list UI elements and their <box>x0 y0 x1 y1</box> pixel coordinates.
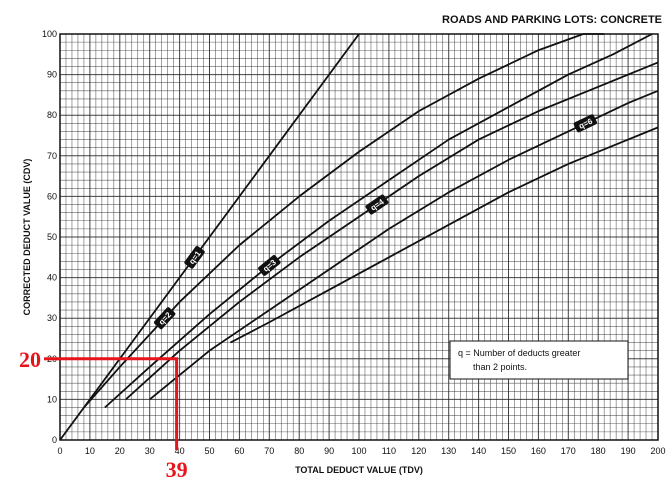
x-tick-label: 50 <box>204 446 214 456</box>
x-tick-label: 160 <box>531 446 546 456</box>
x-tick-label: 170 <box>561 446 576 456</box>
grid <box>59 33 659 441</box>
curve-label-bg <box>153 307 176 330</box>
curve-label-bg <box>184 245 205 269</box>
x-tick-label: 90 <box>324 446 334 456</box>
y-tick-label: 100 <box>42 29 57 39</box>
x-tick-label: 80 <box>294 446 304 456</box>
x-tick-label: 190 <box>621 446 636 456</box>
curve-label-bg <box>573 114 598 133</box>
y-tick-label: 70 <box>47 151 57 161</box>
legend: q = Number of deducts greater than 2 poi… <box>449 340 629 380</box>
legend-text-line-1: q = Number of deducts greater <box>458 348 580 358</box>
x-tick-label: 120 <box>411 446 426 456</box>
x-tick-label: 0 <box>57 446 62 456</box>
y-tick-label: 90 <box>47 70 57 80</box>
x-tick-label: 70 <box>264 446 274 456</box>
x-tick-label: 140 <box>471 446 486 456</box>
x-tick-label: 100 <box>351 446 366 456</box>
legend-box <box>449 340 629 380</box>
curve-q6 <box>149 90 659 401</box>
y-tick-label: 60 <box>47 191 57 201</box>
x-tick-label: 30 <box>145 446 155 456</box>
curve-label-bg <box>258 255 281 276</box>
x-tick-label: 20 <box>115 446 125 456</box>
curves: q=1q=2q=3q=4q=6 <box>59 33 659 441</box>
annotation-guide-line <box>60 357 179 440</box>
legend-text-line-2: than 2 points. <box>473 362 527 372</box>
x-axis-label: TOTAL DEDUCT VALUE (TDV) <box>295 465 423 475</box>
y-tick-label: 50 <box>47 232 57 242</box>
x-tick-label: 180 <box>591 446 606 456</box>
annotation-x-value: 39 <box>166 457 188 482</box>
x-tick-label: 200 <box>650 446 665 456</box>
curve-q9 <box>230 126 659 344</box>
y-tick-label: 80 <box>47 110 57 120</box>
x-tick-label: 130 <box>441 446 456 456</box>
x-tick-label: 60 <box>234 446 244 456</box>
y-tick-label: 0 <box>52 435 57 445</box>
x-tick-label: 150 <box>501 446 516 456</box>
y-tick-label: 30 <box>47 313 57 323</box>
x-tick-label: 10 <box>85 446 95 456</box>
x-axis-ticks: 0 10 20 30 40 50 60 70 80 90 100 110 120 130 140 150 160… <box>57 446 665 456</box>
x-tick-label: 40 <box>175 446 185 456</box>
curve-q4 <box>125 61 659 401</box>
curve-label-q1: q=1 <box>184 245 205 269</box>
x-tick-label: 110 <box>382 446 396 456</box>
chart-title: ROADS AND PARKING LOTS: CONCRETE <box>442 14 662 26</box>
annotation-y-value: 20 <box>19 347 41 372</box>
curve-q1 <box>59 33 360 441</box>
y-tick-label: 40 <box>47 273 57 283</box>
curve-label-q6: q=6 <box>573 114 598 133</box>
curve-label-bg <box>365 194 389 215</box>
y-tick-label: 10 <box>47 394 57 404</box>
curve-q3 <box>104 33 653 409</box>
y-axis-label: CORRECTED DEDUCT VALUE (CDV) <box>22 159 32 316</box>
